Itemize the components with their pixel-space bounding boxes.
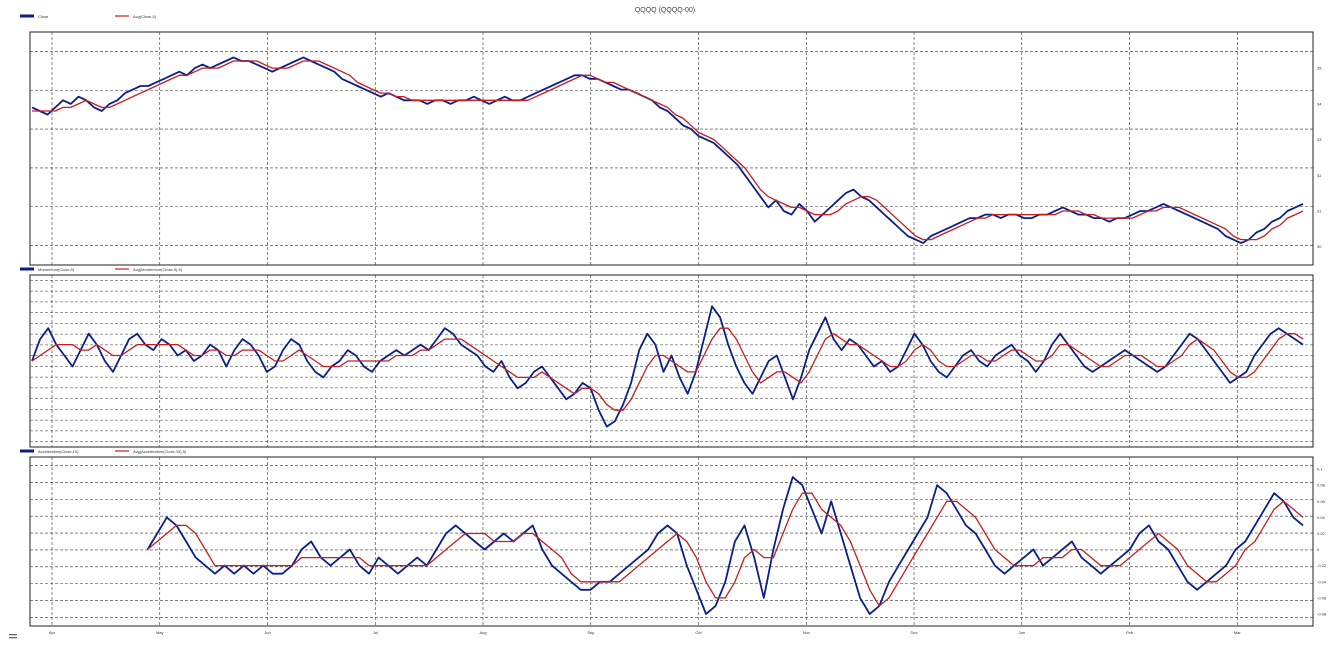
legend-label: Avg(Momentum(Close,5),5) bbox=[133, 267, 183, 272]
legend-label: Avg(Close,5) bbox=[133, 14, 157, 19]
x-tick-label: Jan bbox=[1019, 630, 1025, 635]
acceleration-y-ticks: 0.1 0.08 0.06 0.04 0.02 0 -0.02 -0.04 -0.06 -0.08 bbox=[1317, 467, 1327, 617]
price-y-ticks: 35 34 33 32 31 30 bbox=[1317, 66, 1322, 250]
x-tick-label: May bbox=[156, 630, 164, 635]
price-panel: Close Avg(Close,5) 35 34 33 32 31 30 bbox=[20, 14, 1322, 266]
y-tick-label: 34 bbox=[1317, 101, 1322, 106]
price-grid bbox=[30, 32, 1313, 265]
legend-label: Acceleration(Close,10) bbox=[38, 449, 79, 454]
momentum-series-2 bbox=[31, 327, 1304, 411]
price-series-2 bbox=[32, 60, 1304, 241]
y-tick-label: 35 bbox=[1317, 66, 1322, 71]
x-tick-label: Jun bbox=[264, 630, 270, 635]
momentum-series-1 bbox=[31, 305, 1304, 428]
x-axis-labels: Apr May Jun Jul Aug Sep Oct Nov Dec Jan Feb Mar bbox=[49, 630, 1242, 635]
corner-icon bbox=[9, 634, 17, 639]
y-tick-label: 0.06 bbox=[1317, 499, 1326, 504]
x-tick-label: Apr bbox=[49, 630, 56, 635]
y-tick-label: -0.04 bbox=[1317, 579, 1327, 584]
y-tick-label: 31 bbox=[1317, 209, 1322, 214]
x-tick-label: Jul bbox=[373, 630, 378, 635]
y-tick-label: 0.1 bbox=[1317, 467, 1323, 472]
y-tick-label: 33 bbox=[1317, 137, 1322, 142]
legend-label: Close bbox=[38, 14, 49, 19]
y-tick-label: -0.02 bbox=[1317, 563, 1327, 568]
acceleration-series-2 bbox=[147, 492, 1304, 607]
acceleration-legend: Acceleration(Close,10) Avg(Acceleration(C… bbox=[20, 449, 187, 454]
legend-label: Avg(Acceleration(Close,10),5) bbox=[133, 449, 187, 454]
price-legend: Close Avg(Close,5) bbox=[20, 14, 157, 19]
acceleration-grid bbox=[30, 457, 1313, 626]
x-tick-label: Sep bbox=[587, 630, 595, 635]
x-tick-label: Aug bbox=[479, 630, 486, 635]
momentum-panel: Momentum(Close,5) Avg(Momentum(Close,5),5… bbox=[20, 267, 1314, 448]
x-tick-label: Dec bbox=[910, 630, 917, 635]
y-tick-label: 0.02 bbox=[1317, 531, 1326, 536]
acceleration-panel: Acceleration(Close,10) Avg(Acceleration(C… bbox=[20, 449, 1327, 627]
momentum-legend: Momentum(Close,5) Avg(Momentum(Close,5),5… bbox=[20, 267, 183, 272]
chart-panels: Close Avg(Close,5) 35 34 33 32 31 30 Momentum(Cl… bbox=[20, 14, 1327, 635]
acceleration-frame bbox=[29, 456, 1314, 627]
y-tick-label: 0 bbox=[1317, 547, 1320, 552]
y-tick-label: 0.08 bbox=[1317, 483, 1326, 488]
legend-label: Momentum(Close,5) bbox=[38, 267, 75, 272]
y-tick-label: -0.06 bbox=[1317, 595, 1327, 600]
price-frame bbox=[29, 31, 1314, 266]
y-tick-label: -0.08 bbox=[1317, 611, 1327, 616]
y-tick-label: 30 bbox=[1317, 244, 1322, 249]
y-tick-label: 32 bbox=[1317, 173, 1322, 178]
chart-title: QQQQ (QQQQ-00) bbox=[635, 7, 695, 14]
x-tick-label: Oct bbox=[695, 630, 702, 635]
x-tick-label: Nov bbox=[803, 630, 810, 635]
y-tick-label: 0.04 bbox=[1317, 515, 1326, 520]
x-tick-label: Feb bbox=[1126, 630, 1134, 635]
x-tick-label: Mar bbox=[1234, 630, 1242, 635]
